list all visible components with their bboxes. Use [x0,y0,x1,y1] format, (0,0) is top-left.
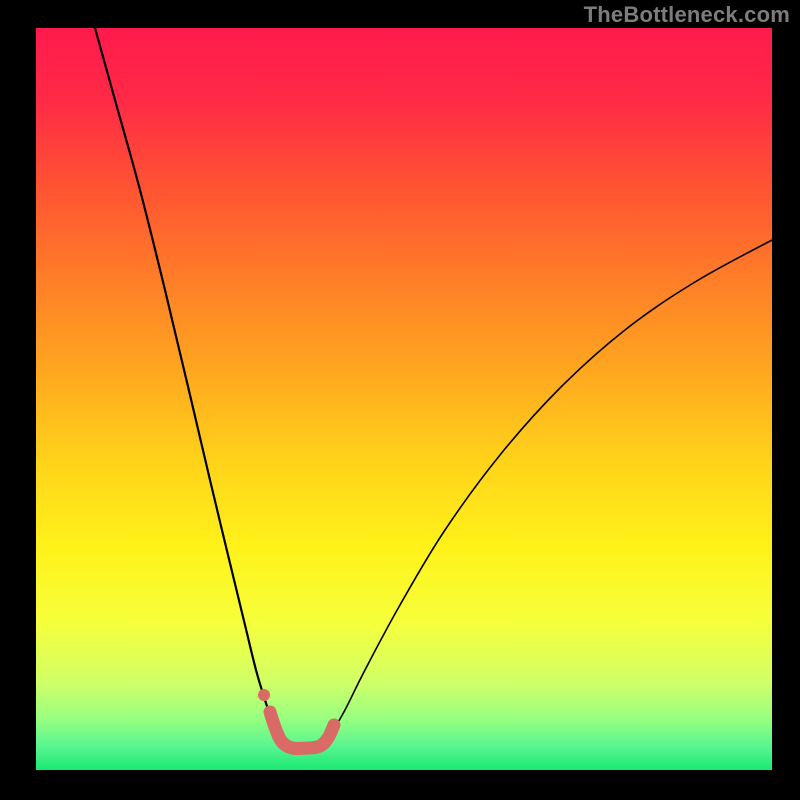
image-root: TheBottleneck.com [0,0,800,800]
watermark-text: TheBottleneck.com [584,2,790,28]
bottleneck-highlight-dot [258,689,270,701]
bottleneck-chart [0,0,800,800]
plot-background [36,28,772,770]
